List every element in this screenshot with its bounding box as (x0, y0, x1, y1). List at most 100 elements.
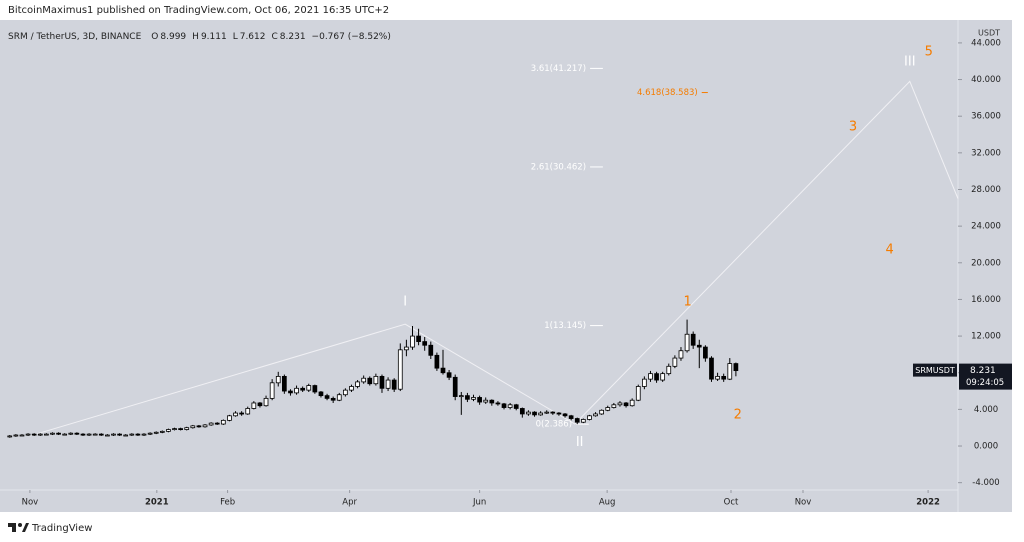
candle-body (294, 387, 299, 394)
y-tick-label: 4.000 (974, 405, 998, 415)
candle-body (550, 411, 556, 414)
candle-body (599, 409, 605, 415)
candle-body (367, 377, 373, 385)
candle-body (202, 424, 208, 428)
candle-body (434, 354, 440, 369)
candle-body (672, 357, 678, 367)
wave-label: 2 (734, 407, 742, 422)
candle-body (574, 418, 580, 423)
candle-body (141, 433, 147, 436)
candle-body (629, 399, 635, 407)
candle-body (220, 419, 226, 425)
candle-body (269, 382, 275, 399)
candle-body (50, 432, 55, 435)
candle-body (495, 402, 501, 405)
candle-body (306, 385, 312, 391)
symbol-title: SRM / TetherUS, 3D, BINANCE (8, 32, 142, 42)
wave-label: III (904, 55, 916, 70)
candle-body (263, 397, 269, 407)
wave-label: I (403, 295, 407, 310)
candle-body (416, 335, 421, 342)
candle-body (422, 341, 428, 346)
candle-body (727, 363, 733, 380)
legend-text: SRM / TetherUS, 3D, BINANCE O 8.999 H 9.111 L… (8, 32, 391, 42)
logo (8, 523, 29, 532)
x-tick-label: 2022 (916, 498, 940, 508)
x-tick-label: Feb (220, 498, 235, 508)
fib-label: 1(13.145) (544, 321, 586, 331)
candle-body (159, 430, 165, 433)
wave-label: II (576, 435, 584, 450)
candle-body (355, 381, 360, 387)
candle-body (184, 427, 190, 430)
y-tick-label: 28.000 (971, 185, 1001, 195)
candle-body (410, 335, 415, 348)
candle-body (562, 413, 568, 417)
y-tick-label: 32.000 (971, 148, 1001, 158)
candle-body (92, 433, 98, 436)
candle-body (25, 433, 31, 436)
candle-body (721, 375, 727, 380)
candle-body (635, 386, 641, 401)
candle-body (13, 434, 19, 437)
candle-body (123, 434, 129, 437)
candle-body (86, 433, 92, 436)
fib-label: 4.618(38.583) (637, 88, 698, 98)
ohlc-label: H (192, 32, 199, 42)
candle-body (397, 349, 403, 390)
candle-body (489, 399, 495, 404)
candle-body (227, 415, 232, 421)
y-tick-label: 36.000 (971, 112, 1001, 122)
candle-body (556, 412, 562, 415)
candle-body (117, 433, 122, 436)
candle-body (709, 357, 714, 380)
candle-body (605, 407, 611, 411)
candle-body (532, 411, 537, 416)
candle-body (696, 344, 702, 348)
y-tick-label: 24.000 (971, 222, 1001, 232)
x-tick-label: Oct (724, 498, 739, 508)
candle-body (654, 373, 659, 381)
candle-body (446, 372, 452, 378)
logo-mark (22, 523, 29, 532)
wave-label: 1 (684, 295, 692, 310)
candle-body (544, 411, 550, 414)
candle-body (245, 408, 251, 415)
candle-body (147, 432, 153, 435)
candle-body (513, 404, 519, 409)
candle-body (483, 399, 489, 403)
x-tick-label: Jun (472, 498, 486, 508)
y-tick-label: 0.000 (974, 442, 998, 452)
candle-body (172, 428, 177, 431)
candle-body (275, 375, 281, 384)
ohlc-label: L (233, 32, 238, 42)
candle-body (31, 433, 37, 436)
symbol-tag (913, 363, 957, 377)
candle-body (257, 402, 263, 407)
fib-label: 0(2.386) (536, 420, 572, 430)
x-tick-label: Nov (22, 498, 39, 508)
ohlc-label: C (271, 32, 277, 42)
y-tick-label: 16.000 (971, 295, 1001, 305)
x-tick-label: Nov (795, 498, 812, 508)
wave-label: 4 (886, 242, 894, 257)
candle-body (343, 389, 348, 396)
candle-body (623, 402, 629, 407)
candle-body (568, 415, 574, 419)
candle-body (214, 422, 220, 425)
ohlc-label: O (151, 32, 158, 42)
candle-body (593, 413, 598, 417)
candle-body (62, 433, 68, 436)
y-tick-label: 20.000 (971, 258, 1001, 268)
symbol-tag-text: SRMUSDT (915, 366, 955, 375)
candle-body (153, 431, 159, 434)
candle-body (190, 425, 196, 429)
candle-body (465, 395, 470, 400)
countdown: 09:24:05 (966, 378, 1004, 388)
ohlc-value: 7.612 (240, 32, 266, 42)
candle-body (336, 394, 342, 401)
candle-body (68, 432, 74, 435)
candle-body (208, 422, 214, 426)
candle-body (281, 375, 287, 392)
